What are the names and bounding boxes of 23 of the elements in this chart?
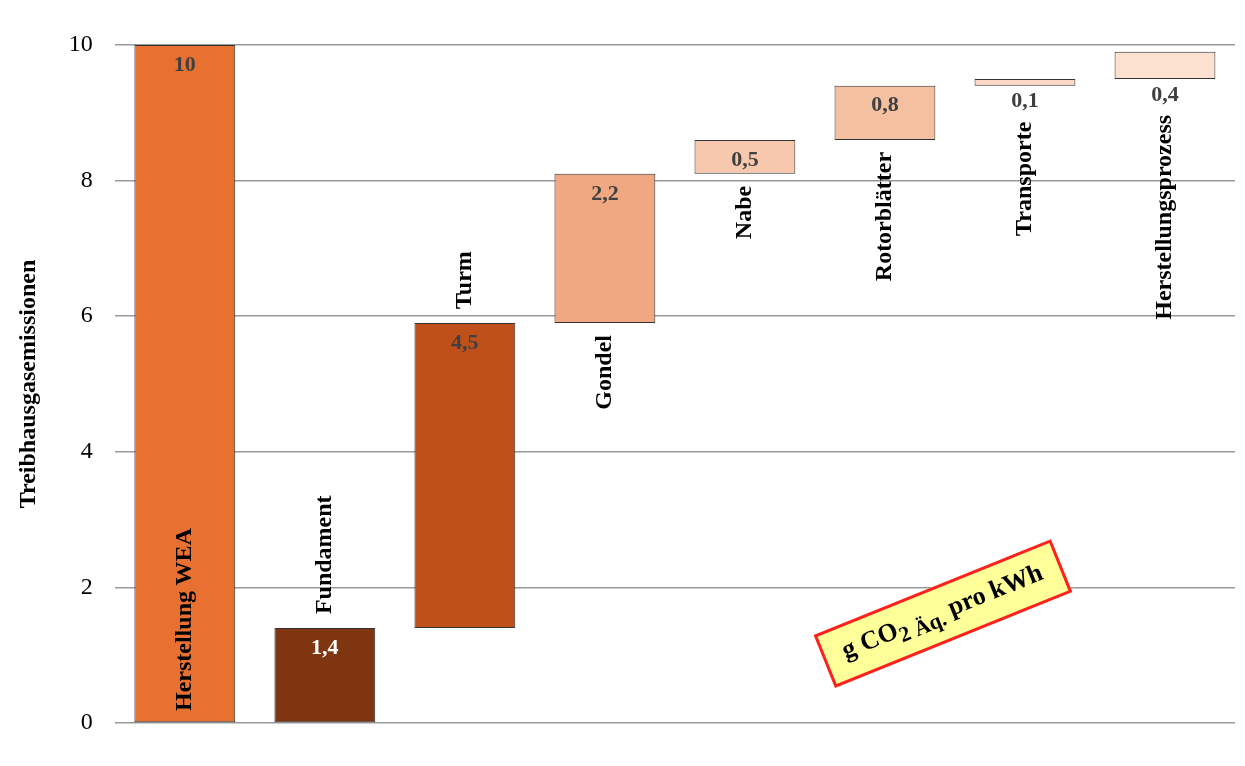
x-tick-label: Gondel xyxy=(590,334,617,410)
x-tick-label: Rotorblätter xyxy=(870,151,897,282)
y-tick-label: 10 xyxy=(68,30,93,57)
x-tick-label: Herstellung WEA xyxy=(170,527,197,711)
y-tick-label: 4 xyxy=(80,437,93,464)
x-tick-label: Transporte xyxy=(1010,121,1037,236)
y-axis-title: Treibhausgasemissionen xyxy=(13,259,40,509)
x-tick-label: Fundament xyxy=(310,495,337,615)
data-label: 10 xyxy=(173,50,196,76)
data-label: 4,5 xyxy=(451,328,479,354)
x-tick-label: Turm xyxy=(450,251,477,309)
data-label: 0,1 xyxy=(1011,87,1039,113)
x-tick-label: Herstellungsprozess xyxy=(1150,114,1177,320)
x-tick-label: Nabe xyxy=(730,185,757,240)
data-label: 0,8 xyxy=(871,91,899,117)
data-label: 0,4 xyxy=(1151,80,1179,106)
y-tick-label: 6 xyxy=(80,301,93,328)
y-tick-label: 8 xyxy=(80,165,93,192)
data-label: 2,2 xyxy=(591,179,619,205)
data-label: 1,4 xyxy=(311,633,339,659)
y-tick-label: 2 xyxy=(80,572,93,599)
data-label: 0,5 xyxy=(731,145,759,171)
y-tick-label: 0 xyxy=(80,708,93,735)
